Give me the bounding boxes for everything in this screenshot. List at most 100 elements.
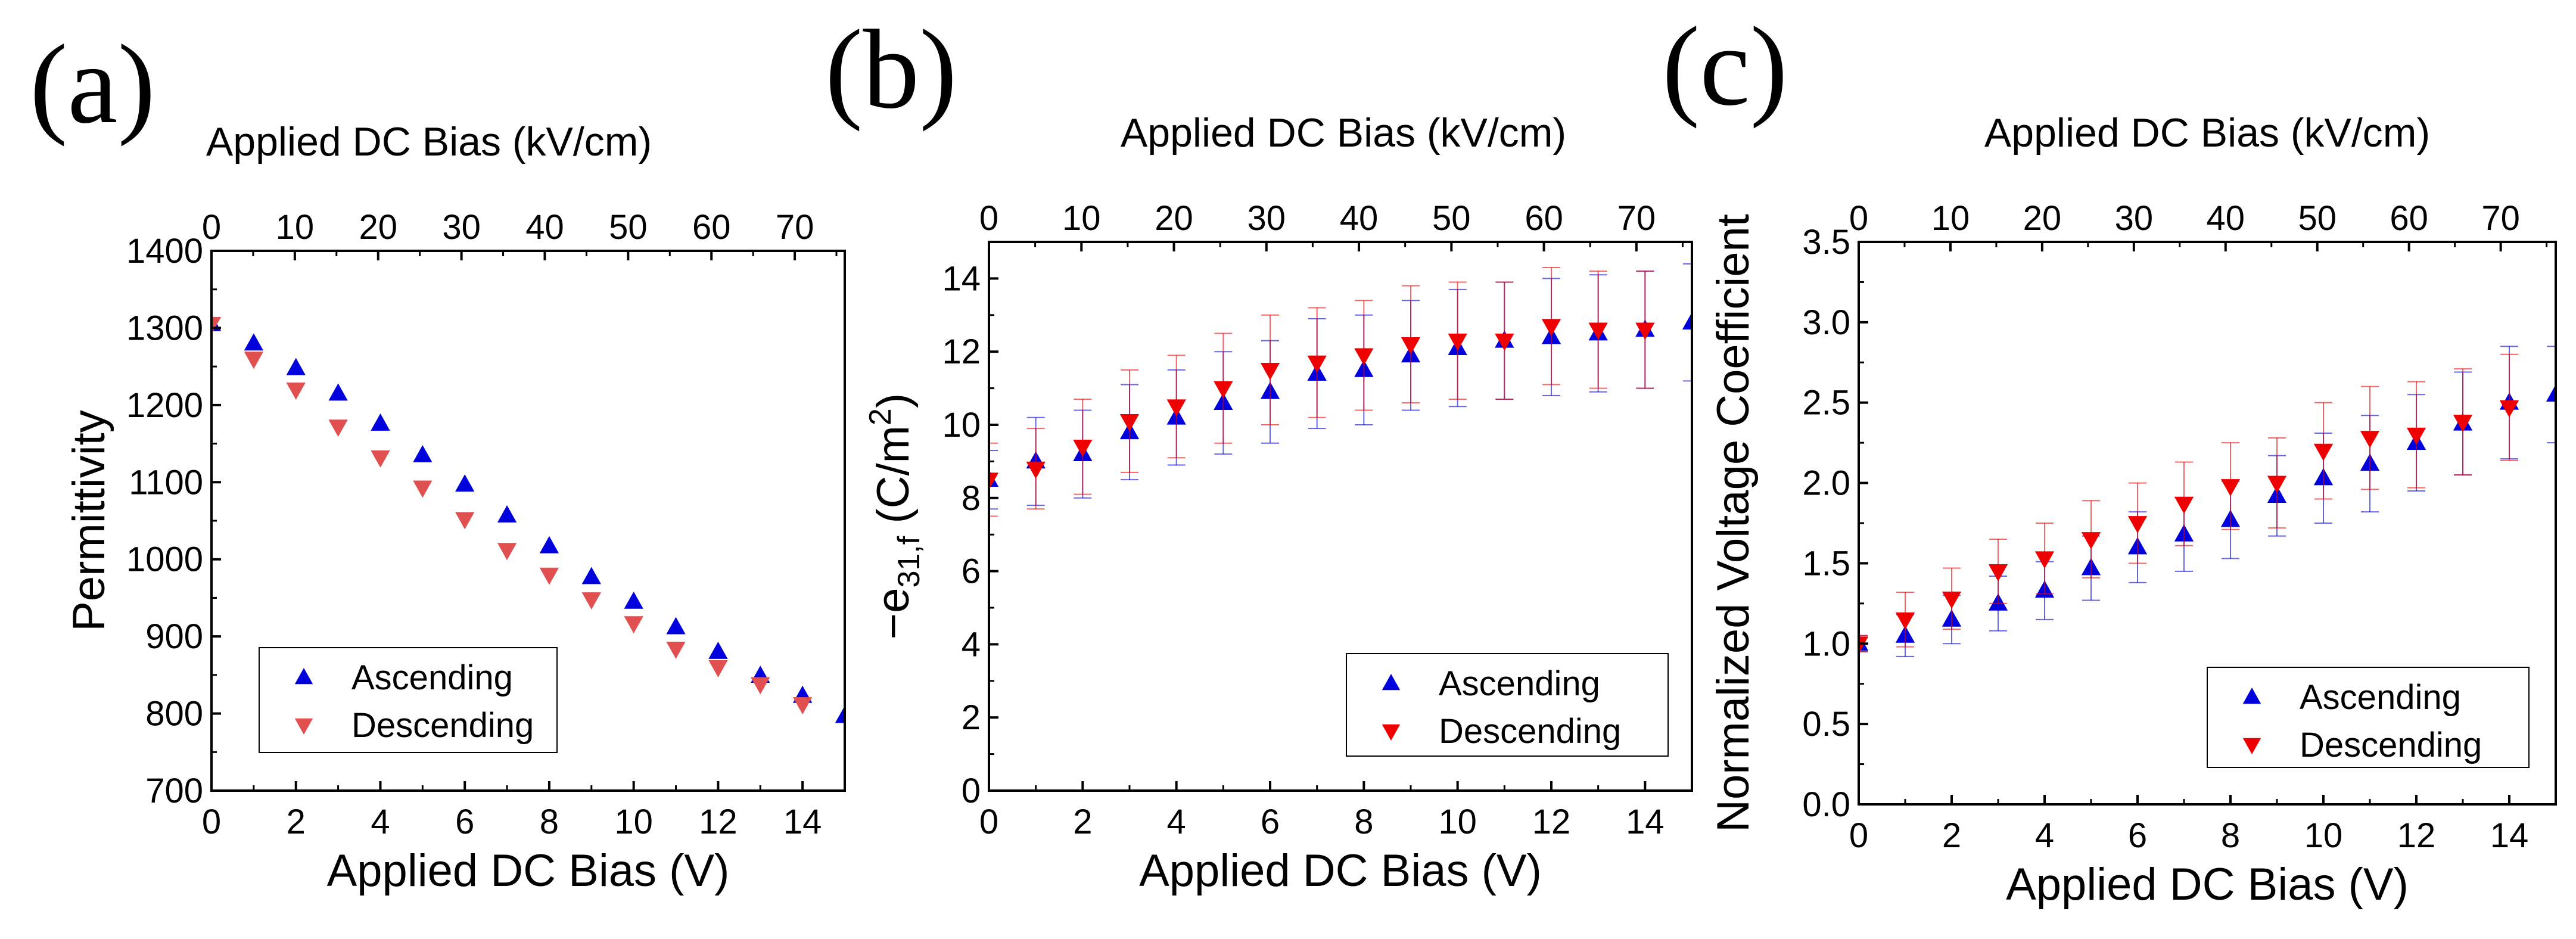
y-tick-label: 3.0 [1802, 303, 1850, 342]
top-x-tick-label: 0 [1849, 199, 1868, 238]
legend-box [259, 647, 558, 753]
legend-label-descending: Descending [351, 706, 534, 745]
top-x-tick-label: 20 [2023, 199, 2062, 238]
descending-point [989, 472, 999, 490]
descending-point [1026, 461, 1046, 479]
top-x-tick-label: 0 [202, 208, 221, 247]
x-tick-label: 4 [1167, 803, 1186, 841]
ascending-point [244, 333, 264, 351]
panel-a: (a) 0 2 4 6 8 10 12 14 0 10 20 30 40 50 60 70 700 800 900 10… [30, 22, 846, 896]
x-tick-label: 0 [1849, 816, 1868, 855]
x-tick-label: 10 [2304, 816, 2343, 855]
top-x-axis-title: Applied DC Bias (kV/cm) [1121, 110, 1566, 156]
y-tick-label: 0.5 [1802, 705, 1850, 744]
descending-point [1119, 413, 1140, 431]
legend: Ascending Descending [259, 647, 558, 753]
x-tick-label: 0 [202, 803, 221, 841]
y-title-subscript: 31,f [892, 536, 926, 587]
ascending-point [497, 505, 517, 523]
descending-point [1214, 381, 1233, 399]
descending-point [1859, 636, 1869, 654]
x-tick-label: 6 [2128, 816, 2147, 855]
top-x-tick-label: 40 [1340, 199, 1379, 238]
legend-box [1346, 653, 1669, 757]
ascending-point [666, 617, 686, 635]
descending-point [792, 697, 813, 715]
y-tick-label: 0 [962, 772, 981, 810]
y-axis-title: Permittivity [64, 410, 114, 632]
y-tick-label: 800 [145, 695, 203, 733]
legend-marker-ascending [2242, 688, 2261, 704]
descending-point [2127, 516, 2148, 533]
descending-point [539, 567, 559, 585]
series-descending [989, 266, 1655, 517]
panel-b: (b) 0 2 4 6 8 10 12 14 0 10 20 30 40 50 60 70 0 2 4 6 8 10 12 14… [825, 7, 1693, 896]
top-x-tick-label: 20 [359, 208, 397, 247]
y-tick-label: 900 [145, 617, 203, 656]
legend-marker-descending [1382, 724, 1401, 741]
descending-point [244, 352, 264, 369]
ascending-point [328, 383, 348, 401]
descending-point [1942, 591, 1962, 609]
top-x-tick-label: 30 [2115, 199, 2154, 238]
descending-point [1588, 322, 1608, 340]
top-x-tick-label: 30 [1247, 199, 1286, 238]
y-tick-label: 1400 [126, 232, 203, 270]
top-x-tick-label: 60 [1525, 199, 1563, 238]
legend-box [2207, 667, 2530, 768]
y-axis-title: −e31,f (C/m2) [863, 393, 926, 639]
descending-point [2453, 415, 2473, 433]
legend-label-descending: Descending [1439, 712, 1621, 751]
y-tick-label: 2.0 [1802, 464, 1850, 503]
descending-point [1541, 319, 1561, 337]
top-x-axis-title: Applied DC Bias (kV/cm) [206, 119, 652, 164]
x-tick-label: 6 [455, 803, 474, 841]
descending-point [2081, 532, 2101, 549]
x-tick-label: 8 [1354, 803, 1373, 841]
descending-point [666, 641, 686, 659]
ascending-point [1682, 312, 1692, 329]
top-x-tick-label: 70 [776, 208, 814, 247]
descending-point [1988, 564, 2008, 582]
descending-point [413, 480, 433, 498]
y-tick-label: 3.5 [1802, 223, 1850, 262]
top-x-tick-label: 10 [276, 208, 315, 247]
x-tick-label: 14 [783, 803, 822, 841]
y-tick-label: 4 [962, 625, 981, 664]
descending-point [1166, 399, 1186, 417]
x-tick-label: 12 [699, 803, 738, 841]
panel-label: (b) [825, 7, 957, 132]
descending-point [1401, 337, 1421, 355]
descending-point [1354, 348, 1374, 366]
descending-point [2499, 400, 2519, 418]
x-tick-label: 4 [2035, 816, 2054, 855]
y-tick-label: 10 [942, 406, 981, 444]
top-x-tick-label: 40 [2207, 199, 2245, 238]
panel-label: (a) [30, 22, 155, 147]
y-title-prefix: −e [868, 588, 919, 640]
descending-point [371, 450, 390, 468]
x-tick-label: 2 [1942, 816, 1961, 855]
descending-point [2406, 427, 2426, 445]
y-title-middle: (C/m [868, 425, 919, 536]
panel-c: (c) 0 2 4 6 8 10 12 14 0 10 20 30 40 50 60 70 0.0 0.5 1.0 1.… [1662, 4, 2557, 910]
y-tick-label: 1200 [126, 386, 203, 425]
x-tick-label: 2 [1073, 803, 1092, 841]
descending-point [1073, 439, 1093, 457]
series-ascending [989, 263, 1692, 510]
y-title-superscript: 2 [863, 408, 898, 425]
descending-point [581, 592, 601, 610]
descending-point [1895, 612, 1915, 630]
descending-point [2034, 551, 2055, 569]
top-x-tick-label: 50 [2298, 199, 2337, 238]
x-tick-label: 4 [371, 803, 390, 841]
plot-frame [988, 241, 1693, 792]
x-tick-label: 12 [2397, 816, 2436, 855]
top-x-tick-label: 0 [979, 199, 998, 238]
descending-point [211, 317, 222, 334]
top-x-tick-label: 50 [1432, 199, 1471, 238]
series-ascending [1859, 346, 2556, 657]
y-tick-label: 1100 [129, 463, 203, 502]
y-tick-label: 2 [962, 698, 981, 737]
